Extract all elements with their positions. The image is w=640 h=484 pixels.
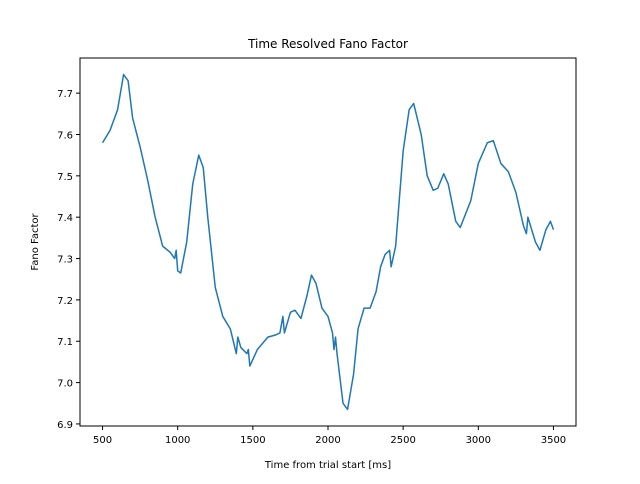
x-tick-label: 1500 [240, 435, 265, 446]
y-tick-label: 7.3 [57, 255, 73, 266]
y-tick-label: 7.4 [57, 213, 73, 224]
plot-frame [79, 57, 577, 427]
y-tick-label: 6.9 [57, 420, 73, 431]
x-tick-label: 3000 [466, 435, 491, 446]
x-tick-label: 2000 [315, 435, 340, 446]
y-tick-label: 7.7 [57, 89, 73, 100]
y-tick-label: 7.1 [57, 337, 73, 348]
y-tick-label: 7.0 [57, 379, 73, 390]
x-tick-label: 500 [93, 435, 112, 446]
y-tick-label: 7.2 [57, 296, 73, 307]
y-tick-label: 7.5 [57, 172, 73, 183]
x-tick-label: 2500 [390, 435, 415, 446]
x-axis-label: Time from trial start [ms] [264, 460, 391, 471]
x-tick-label: 1000 [165, 435, 190, 446]
chart-title: Time Resolved Fano Factor [247, 37, 408, 51]
x-tick-label: 3500 [541, 435, 566, 446]
data-line [101, 73, 555, 411]
y-axis-label: Fano Factor [30, 213, 41, 271]
y-tick-label: 7.6 [57, 130, 73, 141]
